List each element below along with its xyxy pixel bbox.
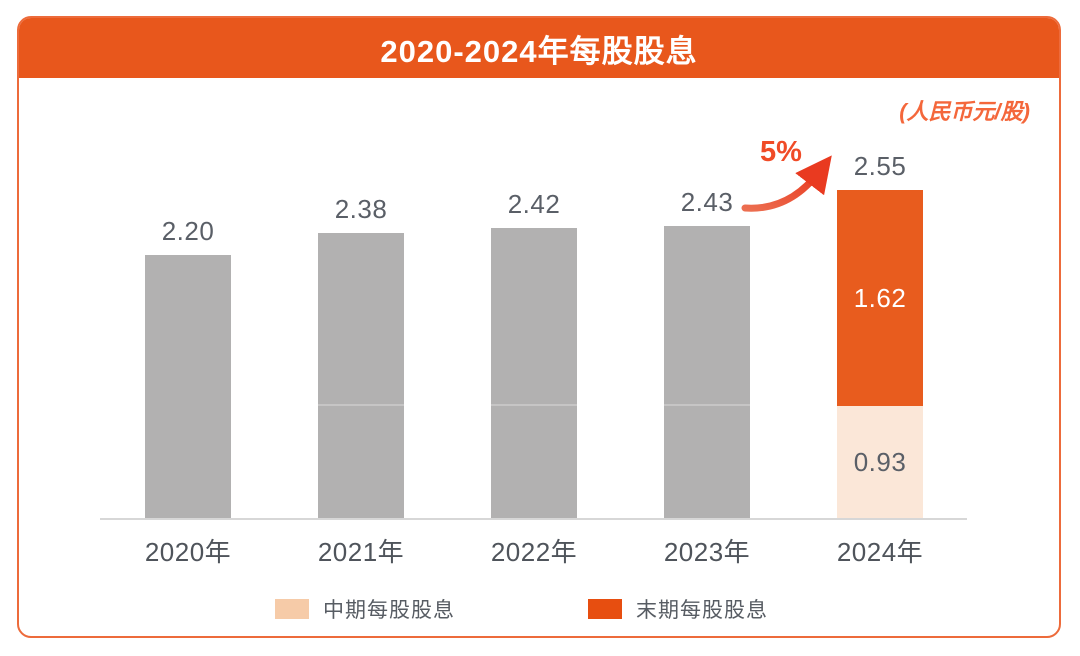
interim-swatch-icon [275, 599, 309, 619]
bar-group-2020: 2.20 [145, 18, 231, 518]
x-axis-label-2021: 2021年 [317, 537, 405, 567]
unit-note: (人民币元/股) [899, 99, 1030, 124]
bar-rect-2022 [491, 228, 577, 518]
bar-group-2024: 2.55 1.62 0.93 [837, 18, 923, 518]
growth-arrow-icon [741, 155, 832, 212]
bar-value-label: 2.43 [680, 187, 734, 218]
bar-rect-2023 [664, 226, 750, 518]
bar-value-label: 2.42 [507, 189, 561, 220]
x-axis-label-2020: 2020年 [144, 537, 232, 567]
x-axis-label-2024: 2024年 [836, 537, 924, 567]
plot-area: 2.20 2.38 2.42 2.43 2.55 1.62 [19, 18, 1059, 636]
bar-group-2022: 2.42 [491, 18, 577, 518]
x-axis-label-2022: 2022年 [490, 537, 578, 567]
growth-percentage-label: 5% [760, 136, 802, 168]
bar-segment-final-2024: 1.62 [837, 190, 923, 406]
chart-title: 2020-2024年每股股息 [380, 33, 698, 69]
bar-value-label: 2.20 [161, 216, 215, 247]
legend-label-final: 末期每股股息 [636, 599, 768, 622]
bar-rect-2020 [145, 255, 231, 518]
bar-group-2023: 2.43 [664, 18, 750, 518]
bar-rect-2021 [318, 233, 404, 518]
x-axis-label-2023: 2023年 [663, 537, 751, 567]
chart-frame: 2020-2024年每股股息 (人民币元/股) 2.20 2.38 2.42 2… [17, 16, 1061, 638]
legend-item-final: 末期每股股息 [588, 594, 768, 624]
final-swatch-icon [588, 599, 622, 619]
interim-segment-label: 0.93 [853, 446, 907, 477]
title-bar: 2020-2024年每股股息 [19, 18, 1059, 78]
bar-value-label: 2.55 [853, 151, 907, 182]
x-axis-line [100, 518, 967, 520]
segment-divider [491, 404, 577, 406]
segment-divider [664, 404, 750, 406]
final-segment-label: 1.62 [853, 282, 907, 313]
bar-segment-interim-2024: 0.93 [837, 406, 923, 518]
legend-item-interim: 中期每股股息 [275, 594, 455, 624]
segment-divider [318, 404, 404, 406]
bar-group-2021: 2.38 [318, 18, 404, 518]
legend-label-interim: 中期每股股息 [323, 599, 455, 622]
bar-value-label: 2.38 [334, 194, 388, 225]
